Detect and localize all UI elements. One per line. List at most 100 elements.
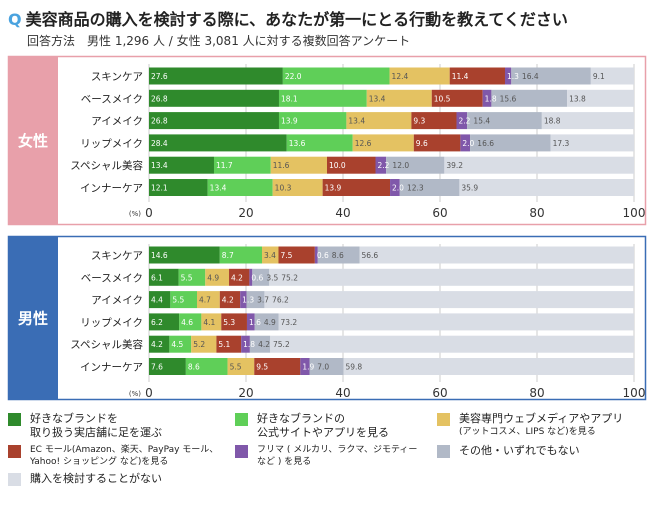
- x-tick-label: 60: [432, 206, 447, 220]
- bar-segment: [282, 67, 390, 85]
- bar-segment: [300, 358, 310, 375]
- bar-segment: [221, 313, 247, 331]
- data-label: 5.5: [181, 273, 193, 282]
- data-label: 5.5: [172, 296, 184, 305]
- data-label: 8.6: [332, 251, 344, 260]
- data-label: 13.9: [281, 117, 298, 126]
- data-label: 13.4: [348, 117, 365, 126]
- legend-swatch: [8, 413, 21, 426]
- data-label: 2.2: [377, 161, 389, 170]
- data-label: 15.6: [500, 94, 517, 103]
- data-label: 5.3: [223, 318, 235, 327]
- bar-segment: [264, 291, 634, 309]
- bar-segment: [179, 313, 202, 331]
- data-label: 5.5: [230, 363, 242, 372]
- bar-segment: [185, 358, 228, 375]
- data-label: 2.0: [392, 184, 404, 193]
- data-label: 6.2: [151, 318, 163, 327]
- bar-segment: [389, 67, 450, 85]
- data-label: 11.6: [273, 161, 290, 170]
- data-label: 5.1: [218, 340, 230, 349]
- bar-segment: [272, 179, 323, 196]
- category-label: インナーケア: [80, 362, 143, 374]
- data-label: 11.7: [216, 161, 233, 170]
- data-label: 22.0: [285, 72, 302, 81]
- bar-segment: [246, 291, 265, 309]
- bar-segment: [541, 112, 634, 130]
- bar-segment: [346, 112, 412, 130]
- x-tick-label: 0: [145, 386, 153, 400]
- data-label: 4.2: [151, 340, 163, 349]
- data-label: 15.4: [473, 117, 490, 126]
- category-label: アイメイク: [91, 116, 143, 128]
- bar-segment: [278, 112, 347, 130]
- category-label: リップメイク: [80, 317, 143, 329]
- bar-segment: [567, 89, 634, 107]
- legend-swatch: [437, 413, 450, 426]
- bar-segment: [149, 313, 180, 331]
- data-label: 9.3: [413, 117, 425, 126]
- bar-segment: [149, 134, 287, 152]
- data-label: 39.2: [446, 161, 463, 170]
- category-label: ベースメイク: [81, 93, 143, 105]
- data-label: 14.6: [151, 251, 168, 260]
- bar-segment: [240, 291, 247, 309]
- bar-segment: [511, 67, 591, 85]
- bar-segment: [482, 89, 492, 107]
- bar-segment: [149, 268, 179, 286]
- data-label: 28.4: [151, 139, 168, 148]
- panel-label-bg: [8, 56, 58, 225]
- data-label: 4.2: [258, 340, 270, 349]
- data-label: 12.6: [355, 139, 372, 148]
- data-label: 7.6: [151, 363, 163, 372]
- bar-segment: [205, 268, 230, 286]
- data-label: 13.6: [289, 139, 306, 148]
- legend-line2: 取り扱う実店舗に足を運ぶ: [30, 426, 162, 439]
- data-label: 2.0: [462, 139, 474, 148]
- data-label: 12.3: [407, 184, 424, 193]
- bar-segment: [270, 156, 327, 174]
- data-label: 3.4: [264, 251, 276, 260]
- legend-line1: その他・いずれでもない: [459, 444, 580, 457]
- legend-line1: 好きなブランドの: [257, 412, 345, 425]
- bar-segment: [449, 67, 505, 85]
- x-unit-label: (%): [129, 210, 141, 218]
- legend-swatch: [235, 445, 248, 458]
- data-label: 10.0: [329, 161, 346, 170]
- bar-segment: [213, 156, 271, 174]
- bar-segment: [169, 335, 192, 353]
- bar-segment: [219, 246, 263, 264]
- data-label: 0.6: [251, 273, 263, 282]
- data-label: 13.4: [151, 161, 168, 170]
- bar-segment: [278, 89, 367, 107]
- data-label: 12.4: [392, 72, 409, 81]
- data-label: 75.2: [281, 273, 298, 282]
- q-mark: Q: [8, 10, 22, 29]
- x-tick-label: 60: [432, 386, 447, 400]
- legend: 好きなブランドを 取り扱う実店舗に足を運ぶ 好きなブランドの 公式サイトやアプリを見る…: [8, 412, 648, 486]
- data-label: 27.6: [151, 72, 168, 81]
- data-label: 2.2: [458, 117, 470, 126]
- data-label: 4.9: [207, 273, 219, 282]
- data-label: 13.8: [569, 94, 586, 103]
- panel-label: 男性: [18, 310, 48, 328]
- bar-segment: [491, 89, 568, 107]
- data-label: 16.4: [522, 72, 539, 81]
- bar-segment: [444, 156, 634, 174]
- data-label: 7.5: [280, 251, 292, 260]
- data-label: 4.6: [181, 318, 193, 327]
- bar-segment: [278, 313, 634, 331]
- bar-segment: [249, 335, 271, 353]
- bar-segment: [227, 358, 255, 375]
- x-tick-label: 100: [623, 206, 646, 220]
- bar-segment: [149, 358, 186, 375]
- legend-swatch: [8, 445, 21, 458]
- question-title: Q 美容商品の購入を検討する際に、あなたが第一にとる行動を教えてください: [8, 6, 568, 30]
- bar-segment: [149, 291, 171, 309]
- panel-label: 女性: [18, 132, 48, 150]
- bar-segment: [399, 179, 460, 196]
- x-tick-label: 40: [335, 206, 350, 220]
- bar-segment: [254, 358, 301, 375]
- bar-segment: [456, 112, 468, 130]
- data-label: 26.8: [151, 117, 168, 126]
